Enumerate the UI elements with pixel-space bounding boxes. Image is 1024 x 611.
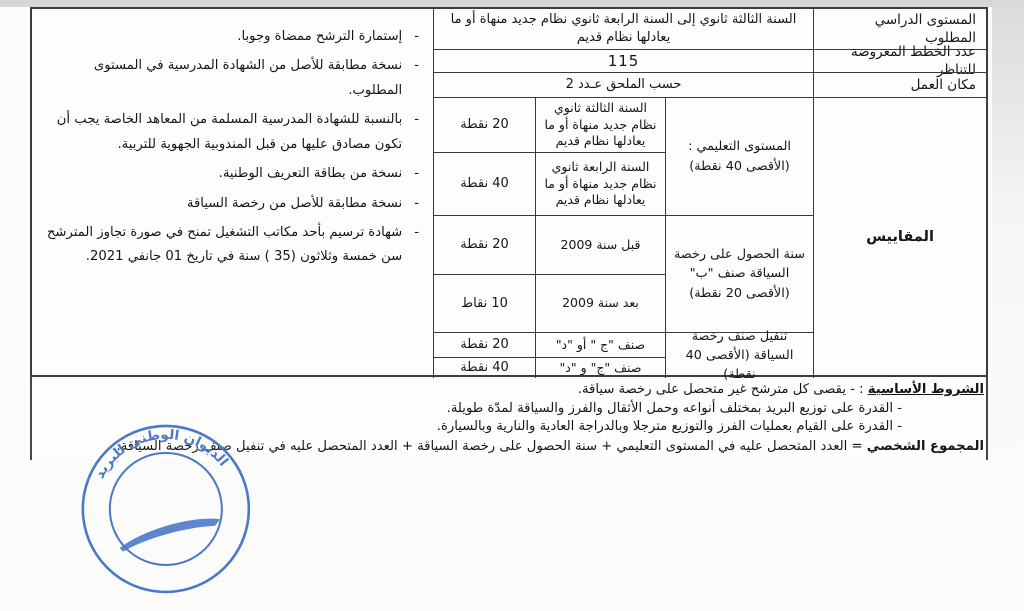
criteria-group-license-category: تنفيل صنف رخصة السياقة (الأقصى 40 نقطة) — [665, 329, 813, 382]
bullet-dash: - — [414, 29, 419, 44]
svg-text:الديوان الوطني للبريد: الديوان الوطني للبريد — [88, 420, 233, 483]
conditions-title: الشروط الأساسية — [867, 382, 984, 397]
total-formula-text: = العدد المتحصل عليه في المستوى التعليمي… — [116, 438, 863, 454]
bullet-dash: - — [414, 166, 419, 182]
criteria-row-points: 20 نقطة — [433, 332, 535, 357]
bullet-dash: - — [414, 58, 419, 74]
criteria-row-desc: بعد سنة 2009 — [535, 274, 665, 332]
list-item: - بالنسبة للشهادة المدرسية المسلمة من ال… — [40, 108, 419, 157]
criteria-row-points: 10 نقاط — [433, 274, 535, 332]
personal-total-formula: المجموع الشخصي = العدد المتحصل عليه في ا… — [38, 438, 984, 457]
criteria-row-desc: صنف "ج" و "د" — [535, 357, 665, 378]
criteria-row-desc: صنف "ج " أو "د" — [535, 332, 665, 357]
criteria-group-education: المستوى التعليمي : (الأقصى 40 نقطة) — [665, 97, 813, 215]
bullet-dash: - — [414, 224, 419, 240]
list-item: - نسخة مطابقة للأصل من الشهادة المدرسية … — [40, 54, 419, 103]
total-label: المجموع الشخصي — [866, 438, 984, 454]
postal-stamp-logo: الديوان الوطني للبريد — [81, 420, 251, 594]
list-item: - إستمارة الترشح ممضاة وجوبا. — [40, 25, 419, 49]
bullet-dash: - — [414, 112, 419, 128]
row-header-education-level: المستوى الدراسي المطلوب — [813, 9, 986, 49]
list-item: - شهادة ترسيم بأحد مكاتب التشغيل تمنح في… — [40, 221, 419, 270]
list-item: - نسخة من بطاقة التعريف الوطنية. — [40, 162, 419, 186]
condition-item: - القدرة على توزيع البريد بمختلف أنواعه … — [446, 400, 902, 416]
scan-top-edge — [0, 0, 1024, 7]
list-item: - نسخة مطابقة للأصل من رخصة السياقة — [40, 192, 419, 216]
criteria-row-desc: السنة الرابعة ثانوي نظام جديد منهاة أو م… — [535, 152, 665, 215]
criteria-row-desc: قبل سنة 2009 — [535, 215, 665, 274]
required-documents-list: - إستمارة الترشح ممضاة وجوبا. - نسخة مطا… — [32, 9, 433, 378]
criteria-row-points: 40 نقطة — [433, 357, 535, 378]
criteria-row-points: 20 نقطة — [433, 97, 535, 152]
row-value-workplace: حسب الملحق عـدد 2 — [433, 72, 813, 97]
row-value-positions-count: 115 — [433, 49, 813, 72]
condition-item: - القدرة على القيام بعمليات الفرز والتوز… — [436, 419, 902, 434]
basic-conditions-section: الشروط الأساسية : - يقصى كل مترشح غير مت… — [38, 381, 984, 456]
criteria-column-header: المقاييس — [813, 97, 986, 378]
criteria-row-desc: السنة الثالثة ثانوي نظام جديد منهاة أو م… — [535, 97, 665, 152]
bullet-dash: - — [414, 195, 419, 211]
conditions-first-line: الشروط الأساسية : - يقصى كل مترشح غير مت… — [38, 381, 984, 400]
scan-right-edge — [992, 0, 1024, 460]
criteria-table: المستوى الدراسي المطلوب السنة الثالثة ثا… — [30, 7, 988, 382]
criteria-row-points: 40 نقطة — [433, 152, 535, 215]
row-value-education-level: السنة الثالثة ثانوي إلى السنة الرابعة ثا… — [433, 9, 813, 49]
criteria-group-license-year: سنة الحصول على رخصة السياقة صنف "ب" (الأ… — [665, 215, 813, 332]
criteria-row-points: 20 نقطة — [433, 215, 535, 274]
row-header-workplace: مكان العمل — [813, 72, 986, 97]
row-header-positions-count: عدد الخطط المعروضة للتناظر — [813, 44, 986, 78]
stamp-curved-text: الديوان الوطني للبريد — [88, 420, 233, 483]
conditions-line1: : - يقصى كل مترشح غير متحصل على رخصة سيا… — [577, 382, 864, 397]
